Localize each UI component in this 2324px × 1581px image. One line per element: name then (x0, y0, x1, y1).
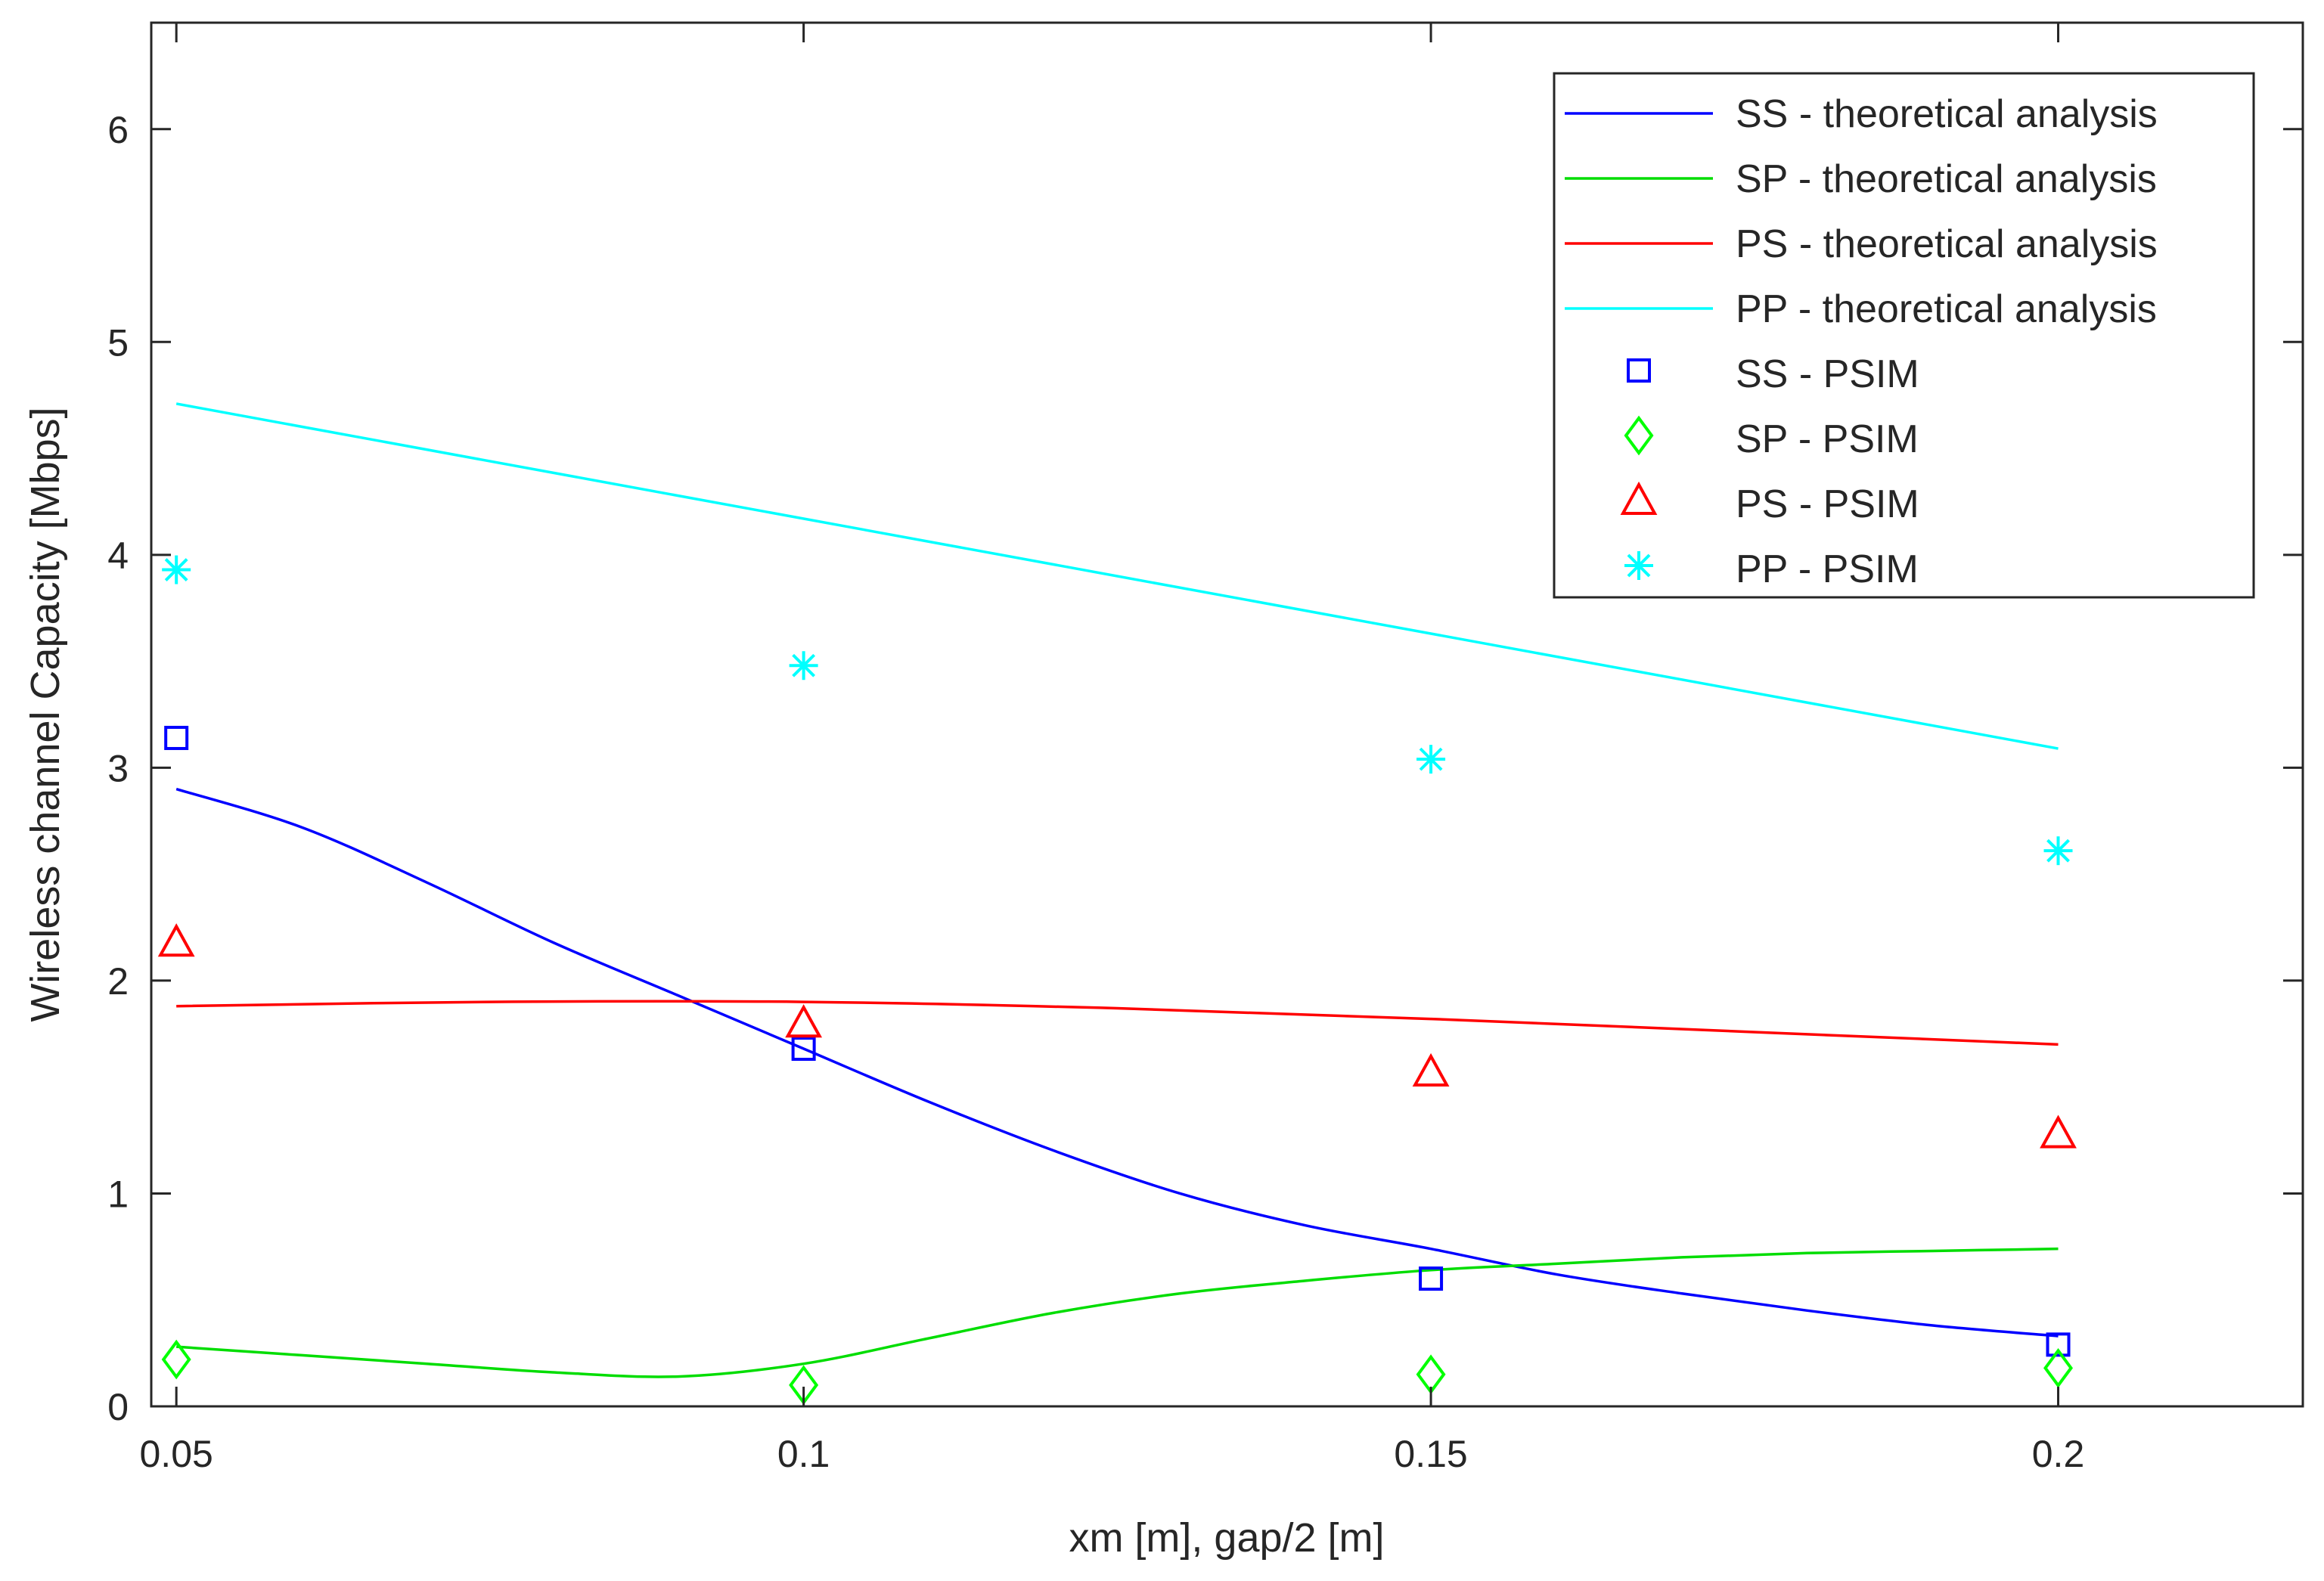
data-point-pp-psim-4 (2043, 836, 2073, 866)
legend-entry-sp-psim: SP - PSIM (1624, 415, 1919, 461)
legend-label: PS - PSIM (1736, 482, 1919, 526)
legend-entry-pp-theoretical: PP - theoretical analysis (1565, 287, 2157, 331)
data-point-ss-psim-3 (1419, 1266, 1444, 1291)
legend-entries: SS - theoretical analysis SP - theoretica… (1565, 92, 2158, 591)
legend-entry-pp-psim: PP - PSIM (1624, 547, 1919, 591)
data-point-ss-psim-1 (164, 725, 189, 750)
legend-label: SP - theoretical analysis (1736, 157, 2157, 201)
series-line-sp-theoretical (176, 1247, 2059, 1378)
legend-entry-ss-psim: SS - PSIM (1627, 352, 1919, 396)
plot-frame (150, 21, 2304, 1408)
legend-label: PP - PSIM (1736, 547, 1919, 591)
data-point-ps-psim-1 (157, 923, 195, 957)
legend-entry-ss-theoretical: SS - theoretical analysis (1565, 92, 2158, 136)
x-tick-label: 0.05 (140, 1433, 213, 1475)
x-tick-label: 0.2 (2032, 1433, 2085, 1475)
data-point-ps-psim-3 (1412, 1052, 1450, 1087)
data-point-sp-psim-1 (161, 1339, 191, 1380)
series-line-ps-theoretical (176, 1000, 2059, 1046)
legend-label: SS - theoretical analysis (1736, 92, 2158, 136)
x-tick-label: 0.15 (1394, 1433, 1467, 1475)
y-tick-label: 3 (107, 747, 129, 789)
y-tick-label: 6 (107, 109, 129, 151)
data-point-pp-psim-3 (1416, 745, 1446, 774)
legend-marker-swatch (1627, 358, 1651, 383)
legend-entry-ps-psim: PS - PSIM (1620, 481, 1919, 526)
y-tick-label: 0 (107, 1386, 129, 1428)
y-tick-label: 4 (107, 535, 129, 577)
series-line-ss-theoretical (175, 787, 2059, 1338)
legend-marker-swatch (1620, 481, 1658, 515)
curves-layer (175, 402, 2059, 1378)
series-line-pp-theoretical (175, 402, 2059, 750)
legend-label: PS - theoretical analysis (1736, 222, 2158, 266)
legend-marker-swatch (1624, 551, 1653, 580)
data-point-ss-psim-4 (2046, 1332, 2071, 1357)
y-axis-label: Wireless channel Capacity [Mbps] (23, 407, 68, 1021)
data-point-pp-psim-1 (162, 555, 191, 584)
legend-label: SP - PSIM (1736, 417, 1919, 461)
data-point-ps-psim-4 (2040, 1114, 2077, 1149)
legend-marker-swatch (1624, 415, 1654, 456)
x-tick-label: 0.1 (777, 1433, 830, 1475)
legend-entry-ps-theoretical: PS - theoretical analysis (1565, 222, 2158, 266)
y-tick-label: 5 (107, 321, 129, 364)
ticks-layer: 0.05 0.1 0.15 0.2 0 1 2 3 4 5 6 (107, 23, 2303, 1475)
legend: SS - theoretical analysis SP - theoretica… (1553, 72, 2255, 599)
y-tick-label: 1 (107, 1173, 129, 1215)
legend-entry-sp-theoretical: SP - theoretical analysis (1565, 157, 2157, 201)
data-point-pp-psim-2 (789, 651, 818, 680)
data-point-ps-psim-2 (785, 1004, 823, 1038)
legend-box (1553, 72, 2255, 599)
x-axis-label: xm [m], gap/2 [m] (1069, 1515, 1384, 1561)
data-point-sp-psim-4 (2043, 1347, 2074, 1388)
legend-label: PP - theoretical analysis (1736, 287, 2157, 331)
y-tick-label: 2 (107, 960, 129, 1003)
legend-label: SS - PSIM (1736, 352, 1919, 396)
data-point-ss-psim-2 (791, 1037, 816, 1062)
